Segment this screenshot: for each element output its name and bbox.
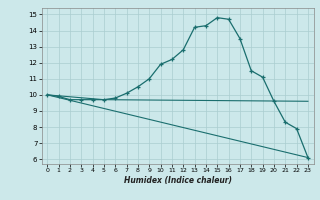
X-axis label: Humidex (Indice chaleur): Humidex (Indice chaleur) (124, 176, 232, 185)
